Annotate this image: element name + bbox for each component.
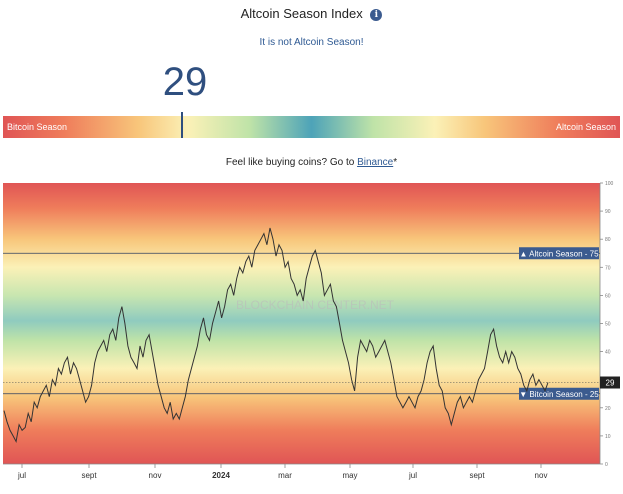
watermark: BLOCKCHAIN CENTER.NET [236, 298, 395, 312]
threshold-lines: ▲ Altcoin Season - 75 ▼ Bitcoin Season - … [3, 247, 600, 400]
altcoin-threshold-label: ▲ Altcoin Season - 75 [519, 249, 599, 258]
bitcoin-threshold-label: ▼ Bitcoin Season - 25 [519, 390, 599, 399]
season-status-text: It is not Altcoin Season! [259, 37, 364, 48]
chart-background-bands [3, 183, 600, 464]
y-tick-label: 40 [605, 350, 611, 356]
x-tick-label: sept [469, 471, 485, 480]
scale-marker [180, 112, 183, 138]
y-tick-label: 70 [605, 265, 611, 271]
current-value-label: 29 [606, 379, 615, 388]
x-tick-label: jul [17, 471, 26, 480]
binance-link[interactable]: Binance [357, 157, 394, 168]
promo-text: Feel like buying coins? Go to Binance* [0, 157, 623, 168]
promo-prefix: Feel like buying coins? Go to [225, 157, 358, 168]
index-value: 29 [162, 60, 208, 104]
x-axis: jul sept nov 2024 mar may jul sept nov [3, 463, 600, 480]
index-title-row: Altcoin Season Index i [0, 6, 623, 21]
current-value-marker: 29 [3, 376, 620, 389]
x-tick-label: nov [535, 471, 548, 480]
y-tick-label: 20 [605, 406, 611, 412]
x-tick-label: may [342, 471, 357, 480]
page-title: Altcoin Season Index [240, 6, 363, 21]
index-series-line [3, 227, 549, 444]
x-tick-label: mar [278, 471, 292, 480]
x-tick-label: 2024 [212, 471, 230, 480]
x-tick-label: sept [81, 471, 97, 480]
season-scale-bar: Bitcoin Season Altcoin Season [3, 112, 620, 138]
y-tick-label: 60 [605, 293, 611, 299]
altcoin-index-chart: 0102030405060708090100 julseptnov2024mar… [3, 181, 620, 480]
scale-left-label: Bitcoin Season [7, 122, 68, 132]
y-tick-label: 100 [605, 181, 614, 187]
y-tick-label: 10 [605, 434, 611, 440]
x-tick-label: nov [149, 471, 162, 480]
threshold-label-box [519, 247, 599, 260]
y-tick-label: 0 [605, 462, 608, 468]
y-tick-label: 50 [605, 322, 611, 328]
info-icon[interactable]: i [370, 9, 383, 21]
threshold-label-box [519, 387, 599, 400]
y-axis: 0102030405060708090100 [599, 181, 614, 468]
current-value-label-box [600, 376, 620, 389]
promo-suffix: * [393, 157, 398, 168]
y-tick-label: 90 [605, 209, 611, 215]
x-tick-label: jul [408, 471, 417, 480]
scale-right-label: Altcoin Season [555, 122, 616, 132]
y-tick-label: 80 [605, 237, 611, 243]
